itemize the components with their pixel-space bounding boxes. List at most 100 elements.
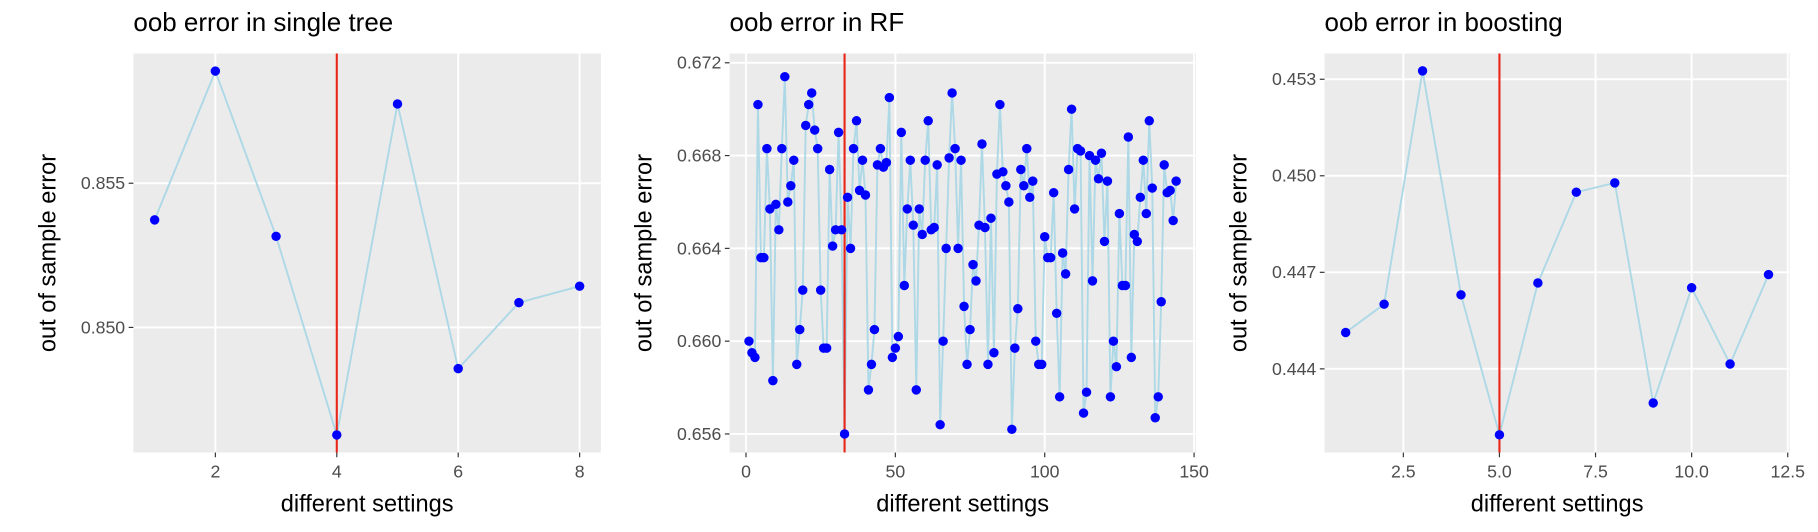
data-point — [792, 359, 802, 370]
data-point — [962, 359, 972, 370]
y-tick-label: 0.444 — [1272, 359, 1316, 379]
data-point — [977, 139, 987, 149]
data-point — [1051, 308, 1062, 319]
data-point — [1031, 336, 1041, 346]
data-point — [1054, 392, 1065, 402]
data-point — [1048, 187, 1059, 198]
data-point — [824, 164, 835, 175]
data-point — [920, 155, 930, 165]
data-point — [392, 99, 403, 109]
data-point — [887, 352, 898, 363]
data-point — [1025, 192, 1035, 203]
data-point — [959, 301, 969, 312]
plot-panel — [133, 53, 601, 453]
data-point — [989, 348, 999, 358]
x-tick-label: 150 — [1179, 461, 1209, 481]
data-point — [768, 375, 778, 386]
data-point — [971, 276, 981, 286]
y-tick-label: 0.447 — [1272, 262, 1316, 282]
data-point — [780, 71, 790, 82]
x-tick-label: 2 — [210, 461, 220, 481]
data-point — [1725, 359, 1735, 369]
data-point — [1081, 387, 1092, 397]
data-point — [1114, 208, 1125, 219]
y-tick-label: 0.660 — [677, 331, 721, 351]
data-point — [1063, 164, 1074, 175]
data-point — [842, 192, 853, 203]
data-point — [809, 125, 820, 135]
data-point — [917, 229, 927, 240]
data-point — [821, 343, 832, 353]
data-point — [1141, 208, 1152, 219]
data-point — [1763, 269, 1774, 280]
data-point — [836, 225, 847, 235]
x-tick-label: 2.5 — [1391, 461, 1416, 481]
data-point — [798, 285, 808, 295]
data-point — [902, 204, 913, 214]
data-point — [908, 220, 918, 230]
x-tick-label: 8 — [575, 461, 585, 481]
data-point — [1078, 408, 1089, 418]
x-tick-label: 12.5 — [1771, 461, 1806, 481]
chart-title: oob error in RF — [730, 7, 905, 37]
data-point — [833, 127, 844, 138]
data-point — [1099, 236, 1110, 247]
data-point — [1102, 176, 1113, 186]
data-point — [905, 155, 916, 165]
x-tick-label: 100 — [1030, 461, 1060, 481]
data-point — [881, 157, 892, 168]
data-point — [1028, 176, 1038, 186]
data-point — [986, 213, 996, 223]
data-point — [935, 419, 945, 430]
data-point — [911, 385, 921, 395]
chart-title: oob error in boosting — [1325, 7, 1563, 37]
data-point — [944, 153, 954, 163]
data-point — [998, 167, 1008, 177]
data-point — [149, 215, 160, 225]
data-point — [923, 116, 933, 126]
data-point — [866, 359, 877, 370]
data-point — [1456, 290, 1466, 300]
data-point — [1111, 361, 1122, 372]
data-point — [956, 155, 966, 165]
data-point — [1494, 430, 1505, 440]
data-point — [750, 352, 760, 363]
x-tick-label: 5.0 — [1487, 461, 1512, 481]
data-point — [1075, 146, 1086, 156]
x-tick-label: 4 — [332, 461, 342, 481]
data-point — [995, 99, 1005, 110]
data-point — [1132, 236, 1143, 247]
x-tick-label: 7.5 — [1583, 461, 1608, 481]
data-point — [929, 222, 939, 233]
data-point — [271, 231, 281, 242]
data-point — [938, 336, 948, 346]
data-point — [950, 143, 960, 154]
data-point — [1571, 187, 1582, 197]
data-point — [1019, 181, 1029, 191]
data-point — [1096, 148, 1107, 158]
data-point — [812, 143, 823, 154]
y-tick-label: 0.855 — [81, 173, 125, 193]
data-point — [795, 324, 805, 335]
data-point — [1066, 104, 1077, 114]
data-point — [914, 204, 924, 214]
data-point — [806, 88, 817, 98]
y-axis-title: out of sample error — [1227, 154, 1253, 352]
plot-panel — [1324, 53, 1790, 453]
data-point — [1013, 303, 1023, 314]
data-point — [762, 143, 772, 154]
data-point — [1610, 178, 1620, 188]
data-point — [1138, 155, 1149, 165]
data-point — [896, 127, 907, 138]
data-point — [860, 190, 871, 200]
data-point — [1168, 215, 1178, 226]
data-point — [1171, 176, 1181, 186]
data-point — [875, 143, 886, 154]
data-point — [1045, 252, 1056, 263]
data-point — [1686, 283, 1697, 293]
data-point — [453, 363, 463, 374]
data-point — [332, 430, 342, 440]
data-point — [1037, 359, 1047, 370]
data-point — [1126, 352, 1137, 363]
